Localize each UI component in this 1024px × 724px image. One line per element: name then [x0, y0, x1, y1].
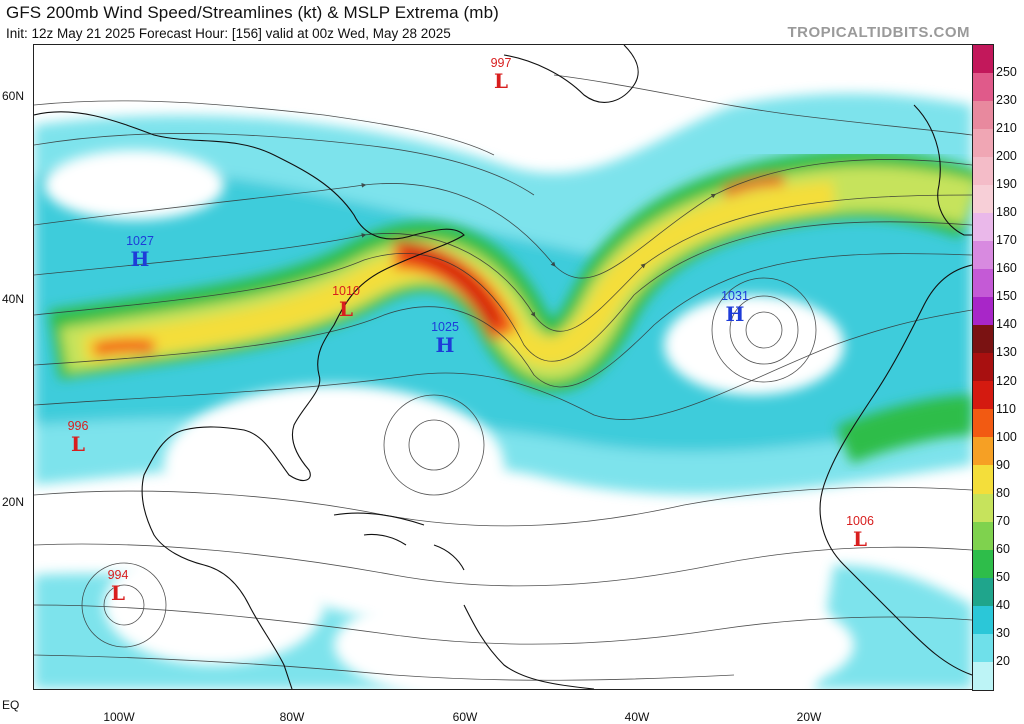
lat-label-40n: 40N	[2, 292, 25, 306]
colorbar-segment	[973, 297, 993, 326]
colorbar-label: 250	[996, 65, 1017, 80]
high-pressure-1025: 1025 H	[431, 320, 459, 357]
colorbar-segment	[973, 185, 993, 214]
colorbar-label: 110	[996, 401, 1016, 416]
wind-speed-colorbar	[972, 44, 994, 691]
colorbar-segment	[973, 465, 993, 494]
colorbar-label: 210	[996, 121, 1017, 136]
wind-map: 997 L 1027 H 1010 L 1025 H 1031 H 996 L 1006 L …	[33, 44, 973, 690]
colorbar-label: 180	[996, 205, 1017, 220]
low-pressure-997: 997 L	[490, 56, 512, 93]
low-pressure-1010: 1010 L	[332, 284, 360, 321]
colorbar-segment	[973, 73, 993, 102]
lat-label-60n: 60N	[2, 89, 25, 103]
colorbar-segment	[973, 493, 993, 522]
site-watermark: TROPICALTIDBITS.COM	[787, 24, 970, 41]
lon-label-20w: 20W	[796, 710, 822, 724]
high-pressure-1031: 1031 H	[721, 289, 749, 326]
low-pressure-1006: 1006 L	[846, 514, 874, 551]
colorbar-segment	[973, 353, 993, 382]
colorbar-label: 40	[996, 597, 1010, 612]
colorbar-segment	[973, 101, 993, 130]
colorbar-label: 60	[996, 541, 1010, 556]
colorbar-label: 120	[996, 373, 1017, 388]
colorbar-label: 70	[996, 513, 1010, 528]
colorbar-label: 160	[996, 261, 1017, 276]
colorbar-label: 30	[996, 625, 1010, 640]
colorbar-label: 140	[996, 317, 1017, 332]
colorbar-segment	[973, 633, 993, 662]
streamlines	[34, 74, 972, 681]
colorbar-segment	[973, 241, 993, 270]
colorbar-label: 80	[996, 485, 1010, 500]
colorbar-segment	[973, 409, 993, 438]
colorbar-label: 200	[996, 149, 1017, 164]
colorbar-segment	[973, 381, 993, 410]
colorbar-segment	[973, 605, 993, 634]
colorbar-label: 50	[996, 569, 1010, 584]
lat-label-eq: EQ	[2, 698, 20, 712]
colorbar-segment	[973, 157, 993, 186]
low-pressure-996: 996 L	[67, 419, 89, 456]
lat-label-20n: 20N	[2, 495, 25, 509]
colorbar-segment	[973, 213, 993, 242]
colorbar-label: 20	[996, 653, 1010, 668]
lon-label-80w: 80W	[279, 710, 305, 724]
colorbar-segment	[973, 549, 993, 578]
colorbar-label: 230	[996, 93, 1017, 108]
colorbar-label: 130	[996, 345, 1017, 360]
colorbar-segment	[973, 521, 993, 550]
colorbar-segment	[973, 129, 993, 158]
lon-label-40w: 40W	[624, 710, 650, 724]
chart-subtitle: Init: 12z May 21 2025 Forecast Hour: [15…	[6, 26, 451, 41]
lon-label-60w: 60W	[452, 710, 478, 724]
colorbar-segment	[973, 437, 993, 466]
lon-label-100w: 100W	[103, 710, 135, 724]
colorbar-label: 150	[996, 289, 1017, 304]
colorbar-segment	[973, 577, 993, 606]
colorbar-label: 170	[996, 233, 1017, 248]
chart-title: GFS 200mb Wind Speed/Streamlines (kt) & …	[6, 3, 499, 22]
colorbar-segment	[973, 325, 993, 354]
colorbar-segment	[973, 45, 993, 74]
colorbar-label: 190	[996, 177, 1017, 192]
colorbar-label: 90	[996, 457, 1010, 472]
coastlines	[34, 45, 972, 689]
colorbar-label: 100	[996, 429, 1017, 444]
low-pressure-994: 994 L	[107, 568, 129, 605]
wind-speed-field	[34, 45, 972, 689]
colorbar-segment	[973, 269, 993, 298]
colorbar-segment	[973, 661, 993, 690]
high-pressure-1027: 1027 H	[126, 234, 154, 271]
